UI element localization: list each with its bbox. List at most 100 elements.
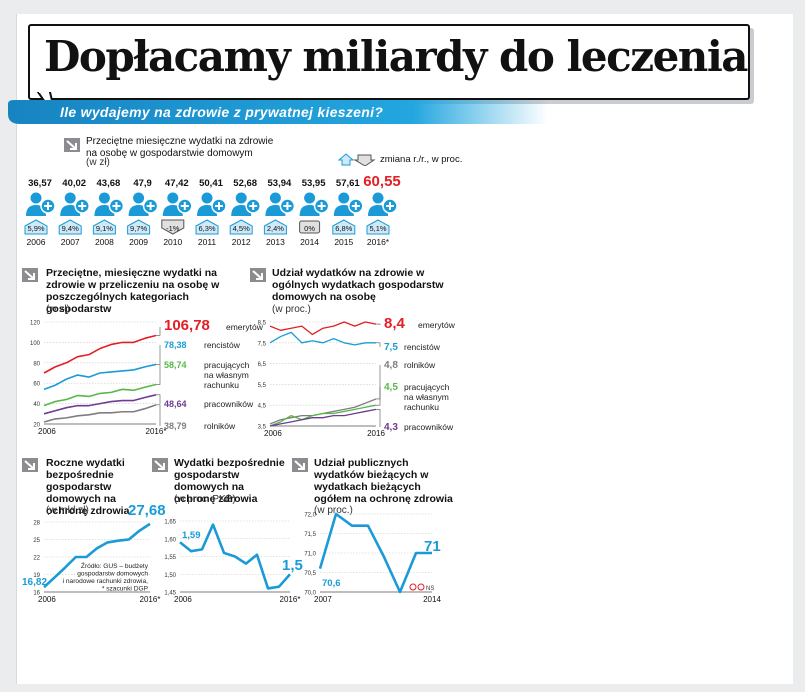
chart4-title: Wydatki bezpośrednie gospodarstw domowyc… — [174, 457, 285, 505]
chart5-unit: (w proc.) — [314, 505, 353, 516]
year-item: 50,41 6,3% 2011 — [195, 178, 227, 247]
change-label: 6,8% — [335, 224, 352, 233]
y-tick-label: 71,0 — [304, 552, 316, 558]
sec1-legend: zmiana r./r., w proc. — [380, 154, 463, 165]
x-tick-label: 2006 — [264, 429, 282, 438]
value-label: 78,38 — [164, 340, 187, 350]
value-label: 60,55 — [363, 173, 401, 190]
chart4-unit: (w proc. PKB) — [174, 494, 236, 505]
value-label: 4,3 — [384, 422, 398, 433]
value-label: 8,4 — [384, 315, 406, 332]
leader-line — [156, 365, 161, 385]
y-tick-label: 25 — [33, 538, 40, 544]
person-icon — [372, 192, 384, 204]
leader-line — [376, 323, 381, 325]
first-value-label: 1,59 — [182, 530, 201, 541]
series-name: pracowników — [404, 422, 454, 432]
last-value-label: 1,5 — [282, 557, 303, 574]
chart1-unit: (w zł) — [46, 304, 70, 315]
y-tick-label: 22 — [33, 556, 40, 562]
y-tick-label: 1,60 — [164, 537, 176, 543]
year-label: 2007 — [61, 237, 80, 247]
year-label: 2006 — [27, 237, 46, 247]
value-label: 48,64 — [164, 399, 187, 409]
year-item: 53,95 0% 2014 — [299, 178, 330, 247]
year-label: 2009 — [129, 237, 148, 247]
value-label: 40,02 — [62, 178, 86, 189]
logo-text: NS — [426, 586, 434, 592]
up-arrow-icon — [366, 219, 390, 235]
person-icon — [98, 192, 110, 204]
series-name: pracujących na własnym rachunku — [204, 360, 250, 390]
change-label: 9,7% — [130, 224, 147, 233]
up-arrow-icon — [229, 219, 253, 235]
first-value-label: 16,82 — [22, 577, 47, 588]
person-icon — [201, 192, 213, 204]
banner-text: Ile wydajemy na zdrowie z prywatnej kies… — [60, 104, 384, 120]
series-name: rolników — [404, 360, 436, 370]
change-label: 9,1% — [96, 224, 113, 233]
y-tick-label: 6,5 — [258, 362, 267, 368]
person-icon — [269, 192, 281, 204]
section-banner: Ile wydajemy na zdrowie z prywatnej kies… — [8, 100, 548, 124]
year-item: 47,9 9,7% 2009 — [127, 178, 159, 247]
first-value-label: 70,6 — [322, 578, 341, 589]
year-item: 53,94 2,4% 2013 — [263, 178, 296, 247]
year-label: 2011 — [198, 237, 217, 247]
x-tick-label: 2016 — [367, 429, 385, 438]
change-label: 4,5% — [233, 224, 250, 233]
up-arrow-icon — [195, 219, 219, 235]
chart3-title: Roczne wydatki bezpośrednie gospodarstw … — [46, 457, 130, 517]
value-label: 53,94 — [268, 178, 292, 189]
change-label: 9,4% — [62, 224, 79, 233]
person-icon — [338, 192, 350, 204]
change-label: 2,4% — [267, 224, 284, 233]
leader-line — [376, 342, 381, 347]
y-tick-label: 70,5 — [304, 571, 316, 577]
year-label: 2010 — [163, 237, 182, 247]
leader-line — [376, 409, 381, 427]
logo-icon — [417, 583, 425, 591]
value-label: 58,74 — [164, 360, 187, 370]
value-label: 4,5 — [384, 382, 398, 393]
y-tick-label: 3,5 — [258, 425, 267, 431]
arrow-icon — [64, 138, 80, 152]
sec1-title: Przeciętne miesięczne wydatki na zdrowie… — [86, 136, 274, 159]
y-tick-label: 20 — [33, 423, 40, 429]
x-tick-label: 2007 — [314, 595, 332, 604]
leader-line — [156, 327, 161, 336]
series-name: emerytów — [226, 322, 264, 332]
person-icon — [64, 192, 76, 204]
arrow-icon — [22, 458, 38, 472]
year-label: 2016* — [367, 237, 390, 247]
arrow-icon — [152, 458, 168, 472]
series-name: rencistów — [404, 342, 441, 352]
person-icon — [30, 192, 42, 204]
year-item: 60,55 5,1% 2016* — [363, 173, 401, 247]
y-tick-label: 60 — [33, 382, 40, 388]
series-name: pracowników — [204, 399, 254, 409]
x-tick-label: 2006 — [38, 595, 56, 604]
year-label: 2015 — [334, 237, 353, 247]
leader-line — [156, 394, 161, 404]
x-tick-label: 2006 — [174, 595, 192, 604]
x-tick-label: 2014 — [423, 595, 441, 604]
value-label: 47,9 — [133, 178, 152, 189]
value-label: 106,78 — [164, 317, 210, 334]
legend-icons — [338, 153, 376, 166]
y-tick-label: 19 — [33, 573, 40, 579]
year-label: 2014 — [300, 237, 319, 247]
y-tick-label: 1,55 — [164, 555, 176, 561]
chart1-title: Przeciętne, miesięczne wydatki na zdrowi… — [46, 267, 220, 315]
last-value-label: 71 — [424, 538, 441, 555]
value-label: 4,8 — [384, 360, 398, 371]
change-label: 0% — [304, 224, 315, 233]
value-label: 52,68 — [233, 178, 257, 189]
x-tick-label: 2016* — [140, 595, 161, 604]
value-label: 7,5 — [384, 342, 398, 353]
y-tick-label: 80 — [33, 361, 40, 367]
value-label: 50,41 — [199, 178, 223, 189]
y-tick-label: 7,5 — [258, 341, 267, 347]
